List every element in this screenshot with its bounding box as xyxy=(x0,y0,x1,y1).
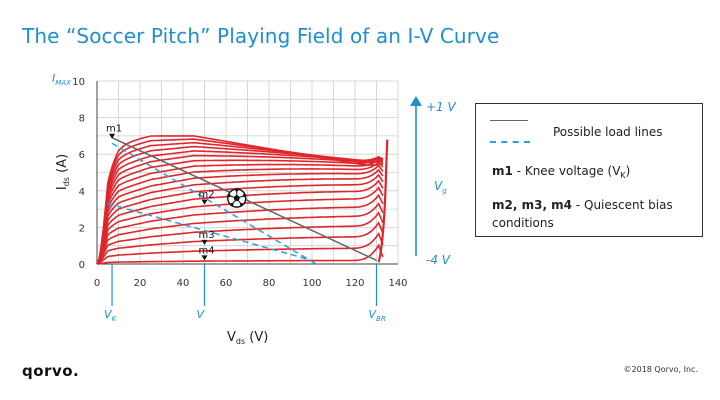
vg-top-label: +1 V xyxy=(426,100,457,114)
load-line-dashed xyxy=(107,202,313,262)
imax-label: IMAX xyxy=(52,72,71,87)
vg-arrow-head-icon xyxy=(410,96,422,106)
x-tick-label: 80 xyxy=(263,278,276,289)
v-label: V xyxy=(197,308,206,321)
iv-curve xyxy=(96,168,384,265)
breakdown-spike xyxy=(377,139,389,263)
ball-patch xyxy=(227,194,231,198)
vk-label: VK xyxy=(104,308,118,323)
marker-m3-icon xyxy=(201,239,208,245)
y-axis-label-part: ds xyxy=(62,177,71,186)
legend-solid-line xyxy=(490,120,528,121)
y-tick-label: 0 xyxy=(79,260,85,271)
vg-label-part: g xyxy=(442,187,447,195)
iv-curve xyxy=(96,243,384,265)
copyright: ©2018 Qorvo, Inc. xyxy=(623,365,698,374)
iv-curve xyxy=(96,156,384,265)
imax-label-part: I xyxy=(52,72,55,85)
iv-curve xyxy=(96,211,384,265)
legend: Possible load lines m1 - Knee voltage (V… xyxy=(475,103,703,237)
soccer-ball-icon xyxy=(227,188,247,208)
x-tick-label: 140 xyxy=(388,278,407,289)
ball-patch xyxy=(240,203,244,207)
iv-curve xyxy=(96,193,384,265)
qorvo-logo: qorvo. xyxy=(22,362,80,380)
iv-curve xyxy=(96,138,383,265)
marker-label-m1: m1 xyxy=(106,124,122,135)
x-tick-label: 60 xyxy=(220,278,233,289)
iv-curve xyxy=(96,173,384,265)
iv-curve xyxy=(96,164,384,265)
y-axis-label: Ids (A) xyxy=(55,154,71,190)
vbr-label-part: V xyxy=(369,308,378,321)
marker-label-m3: m3 xyxy=(199,230,215,241)
x-tick-label: 20 xyxy=(134,278,147,289)
legend-m234: m2, m3, m4 - Quiescent bias conditions xyxy=(492,196,692,232)
iv-curve xyxy=(96,158,384,265)
marker-m1-icon xyxy=(109,133,116,139)
x-tick-label: 0 xyxy=(94,278,100,289)
y-axis-label-part: I xyxy=(55,186,70,190)
x-axis-label-part: V xyxy=(227,330,236,345)
y-tick-label: 10 xyxy=(72,77,85,88)
legend-m1: m1 - Knee voltage (VK) xyxy=(492,164,630,180)
iv-curve xyxy=(96,221,384,265)
legend-m1-text: - Knee voltage (V xyxy=(512,164,621,178)
x-axis-label: Vds (V) xyxy=(227,330,268,346)
y-tick-label: 2 xyxy=(79,223,85,234)
marker-m4-icon xyxy=(201,255,208,261)
x-tick-label: 40 xyxy=(177,278,190,289)
vbr-label: VBR xyxy=(369,308,386,323)
y-tick-label: 6 xyxy=(79,150,85,161)
legend-possible-load-lines: Possible load lines xyxy=(553,125,663,139)
ball-patch xyxy=(242,194,247,198)
vbr-label-part: BR xyxy=(376,315,386,323)
legend-dashed-line xyxy=(490,141,530,143)
vk-label-part: K xyxy=(112,315,118,323)
markers: m1 m2 m3 m4 xyxy=(106,124,215,261)
y-tick-label: 4 xyxy=(79,187,85,198)
x-axis-label-part: (V) xyxy=(245,330,268,345)
page-title: The “Soccer Pitch” Playing Field of an I… xyxy=(22,24,500,48)
imax-label-part: MAX xyxy=(55,79,71,87)
iv-curve xyxy=(96,135,384,265)
y-axis-label-part: (A) xyxy=(55,154,70,177)
iv-curve xyxy=(96,231,384,265)
v-label-part: V xyxy=(197,308,206,321)
ball-patch xyxy=(230,203,234,207)
axes: 0 20 40 60 80 100 120 140 0 2 4 6 8 10 Vds (V) Ids (A) xyxy=(55,77,408,346)
iv-curve xyxy=(96,161,384,265)
ball-patch xyxy=(235,188,239,192)
vg-label: Vg xyxy=(434,179,447,195)
ball-pentagon xyxy=(233,194,241,202)
vg-label-part: V xyxy=(434,179,443,193)
x-axis-label-part: ds xyxy=(236,337,245,346)
x-tick-label: 120 xyxy=(345,278,364,289)
legend-m1-close: ) xyxy=(625,164,631,178)
y-tick-label: 8 xyxy=(79,114,85,125)
legend-m1-sub: K xyxy=(620,171,626,180)
legend-m234-bold: m2, m3, m4 xyxy=(492,198,573,212)
legend-m234-text: - Quiescent bias conditions xyxy=(492,198,673,230)
x-tick-label: 100 xyxy=(302,278,321,289)
marker-label-m2: m2 xyxy=(199,190,215,201)
vg-bottom-label: -4 V xyxy=(426,253,451,267)
marker-m2-icon xyxy=(201,199,208,205)
marker-label-m4: m4 xyxy=(199,245,215,256)
vk-label-part: V xyxy=(104,308,113,321)
legend-m1-bold: m1 xyxy=(492,164,513,178)
iv-curve xyxy=(96,202,384,265)
